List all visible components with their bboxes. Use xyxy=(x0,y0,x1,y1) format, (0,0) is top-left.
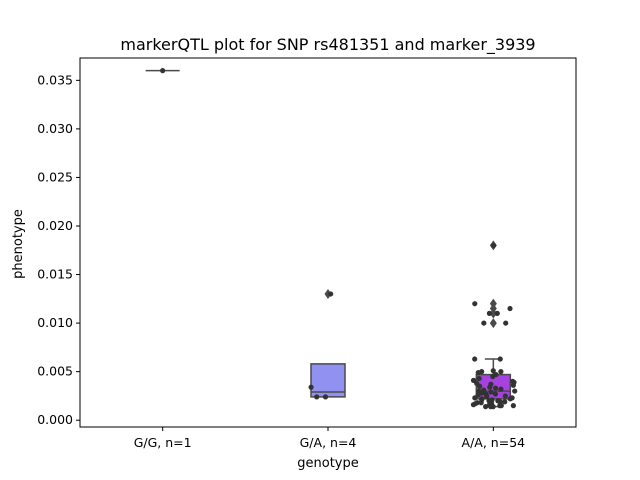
data-point xyxy=(484,394,490,400)
data-point xyxy=(507,396,513,402)
data-point xyxy=(492,385,499,391)
outlier-diamond xyxy=(324,288,332,299)
data-point xyxy=(490,368,496,374)
y-tick-label: 0.025 xyxy=(37,169,73,184)
y-tick-label: 0.030 xyxy=(37,121,73,136)
data-point xyxy=(308,384,314,390)
data-point xyxy=(497,403,503,409)
y-tick-label: 0.035 xyxy=(37,72,73,87)
data-point xyxy=(503,320,509,326)
y-axis-label: phenotype xyxy=(11,209,26,279)
data-point xyxy=(498,386,504,392)
outlier-diamond xyxy=(489,318,497,329)
data-point xyxy=(490,404,496,410)
data-point xyxy=(314,394,320,400)
data-point xyxy=(492,391,499,397)
data-point xyxy=(472,301,478,307)
y-tick-label: 0.020 xyxy=(37,218,73,233)
x-tick-label: G/G, n=1 xyxy=(134,435,192,450)
plot-area: 0.000 0.005 0.010 0.015 0.020 0.025 0.030 0.035… xyxy=(37,57,577,450)
data-point xyxy=(486,310,493,316)
data-point xyxy=(494,310,500,316)
x-axis-label: genotype xyxy=(297,456,358,471)
data-point xyxy=(476,375,482,382)
data-point xyxy=(510,403,516,409)
data-point xyxy=(470,402,477,408)
x-tick-label: A/A, n=54 xyxy=(462,435,526,450)
data-point xyxy=(502,399,508,405)
data-point xyxy=(510,382,516,388)
data-point xyxy=(472,395,478,401)
data-point xyxy=(160,68,166,74)
x-tick-label: G/A, n=4 xyxy=(300,435,357,450)
chart-title: markerQTL plot for SNP rs481351 and mark… xyxy=(120,35,535,55)
data-point xyxy=(490,373,496,380)
data-point xyxy=(328,291,334,297)
data-point xyxy=(487,384,493,390)
y-tick-label: 0.010 xyxy=(37,315,73,330)
y-tick-label: 0.000 xyxy=(37,412,73,427)
data-point xyxy=(507,305,513,312)
y-tick-label: 0.015 xyxy=(37,267,73,282)
data-point xyxy=(498,369,504,375)
data-point xyxy=(481,320,487,326)
y-tick-label: 0.005 xyxy=(37,364,73,379)
data-point xyxy=(475,370,481,376)
data-point xyxy=(488,389,494,395)
data-point xyxy=(512,388,518,394)
data-point xyxy=(478,400,484,406)
outlier-diamond xyxy=(489,308,497,319)
data-point xyxy=(497,356,503,362)
data-point xyxy=(483,404,489,410)
data-point xyxy=(472,356,478,362)
data-point xyxy=(477,383,483,389)
data-point xyxy=(491,242,497,249)
data-point xyxy=(502,393,508,399)
data-point xyxy=(322,394,329,400)
